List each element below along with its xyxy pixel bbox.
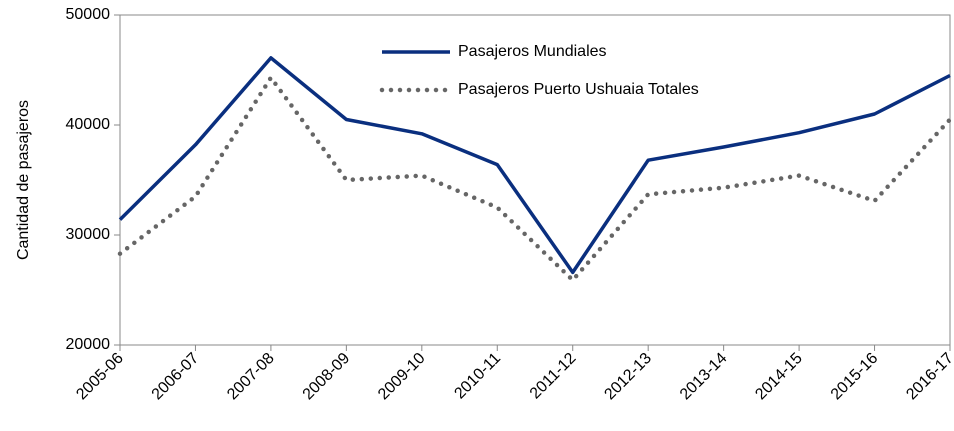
y-tick-label: 50000: [66, 6, 111, 23]
legend-label: Pasajeros Mundiales: [458, 43, 607, 60]
plot-area: [119, 14, 951, 346]
x-tick-label: 2014-15: [752, 350, 806, 404]
x-tick-label: 2010-11: [451, 350, 504, 403]
x-tick-label: 2011-12: [527, 350, 580, 403]
x-tick-label: 2007-08: [224, 350, 278, 404]
y-axis-label: Cantidad de pasajeros: [15, 100, 32, 260]
y-tick-label: 40000: [66, 116, 111, 133]
legend-label: Pasajeros Puerto Ushuaia Totales: [458, 81, 699, 98]
x-tick-label: 2013-14: [677, 350, 731, 404]
y-tick-label: 30000: [66, 226, 111, 243]
x-tick-label: 2015-16: [828, 350, 882, 404]
x-tick-label: 2005-06: [73, 350, 127, 404]
x-tick-label: 2006-07: [149, 350, 203, 404]
series-line: [117, 75, 953, 283]
x-tick-label: 2008-09: [300, 350, 354, 404]
x-tick-label: 2012-13: [601, 350, 655, 404]
y-tick-label: 20000: [66, 336, 111, 353]
x-tick-label: 2009-10: [375, 350, 429, 404]
series-line: [118, 56, 951, 275]
x-tick-label: 2016-17: [903, 350, 954, 404]
